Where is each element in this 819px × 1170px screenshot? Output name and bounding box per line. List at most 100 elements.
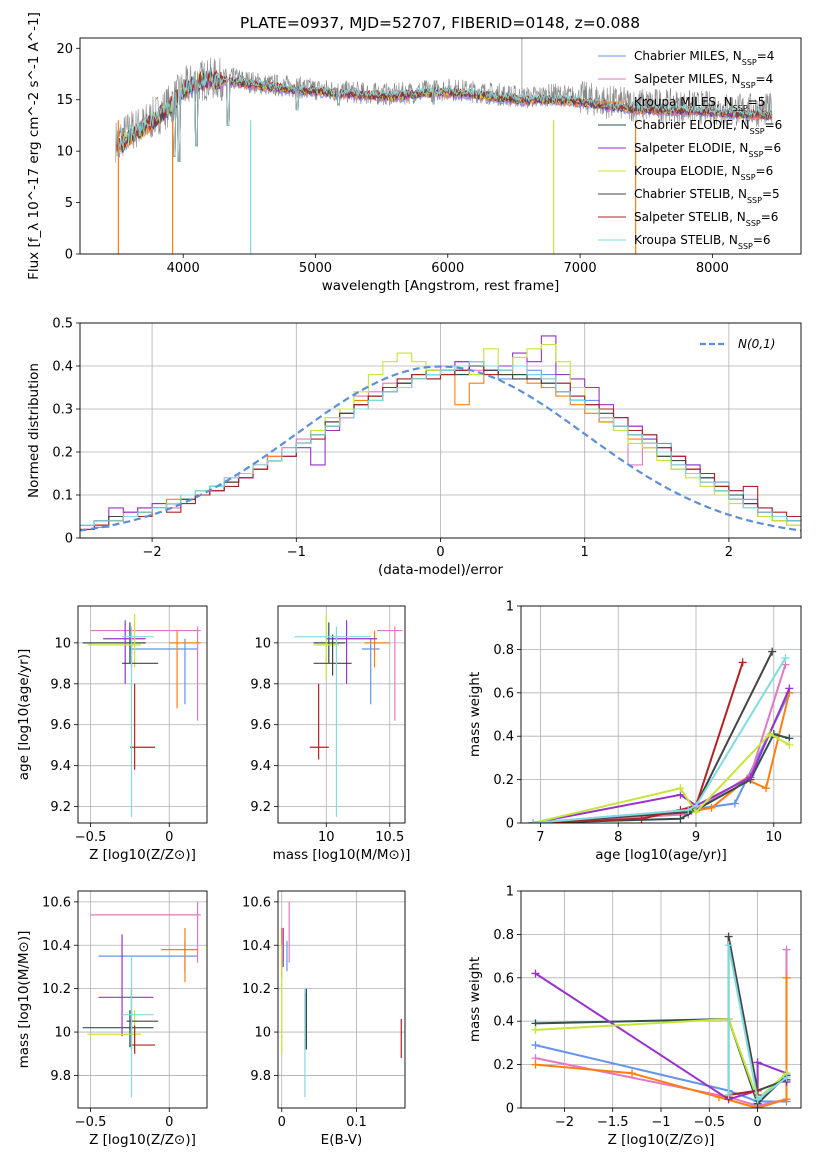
weight-marker [714,1093,723,1102]
y-tick-label: 9.4 [50,759,71,774]
x-tick-label: −0.5 [693,1115,725,1130]
x-axis-label: Z [log10(Z/Z⊙)] [89,1132,196,1148]
weight-marker [531,1041,540,1050]
panel-1: −2 −1 0 1 2 0 0.1 0.2 0.3 0.4 0.5 (data-model)/erro… [26,317,802,578]
y-tick-label: 0.6 [493,686,514,701]
axes-frame [277,890,406,1109]
x-tick-label: 7 [536,830,544,845]
plot-area [281,901,402,1098]
axes-frame [79,322,802,539]
y-tick-label: 0.2 [52,446,73,461]
panel-6: 0 0.1 9.8 10 10.2 10.4 10.6 E(B-V) [242,890,406,1148]
weight-marker [765,730,774,739]
axes-frame [77,890,208,1109]
y-tick-label: 10.2 [42,982,71,997]
legend-subscript: SSP [747,196,762,205]
weight-line-0 [532,692,791,823]
y-tick-label: 9.2 [50,800,71,815]
axes-frame [77,605,208,824]
y-tick-label: 10 [254,1026,271,1041]
y-tick-label: 10.6 [42,895,71,910]
y-tick-label: 10.6 [242,895,271,910]
legend-count: =6 [753,233,771,247]
y-tick-label: 0.3 [52,403,73,418]
x-tick-label: 8 [614,830,622,845]
panel-3: 10 10.5 9.2 9.4 9.6 9.8 10 mass [log10(M/M⊙)] [250,605,410,863]
legend-label: Chabrier MILES, NSSP=4 [634,49,774,67]
weight-marker [531,1025,540,1034]
legend-count: =6 [761,210,779,224]
x-tick-label: −0.5 [75,830,107,845]
weight-marker [628,1069,637,1078]
weight-marker [637,814,646,823]
weight-marker [676,784,685,793]
x-axis-label: Z [log10(Z/Z⊙)] [89,847,196,863]
y-tick-label: 10 [54,1026,71,1041]
plot-area [294,614,403,817]
y-tick-label: 0.1 [52,489,73,504]
y-tick-label: 5 [65,196,73,211]
legend-label: Salpeter ELODIE, NSSP=6 [634,141,781,159]
y-tick-label: 0.2 [493,773,514,788]
panel-2: −0.5 0 9.2 9.4 9.6 9.8 10 Z [log10(Z/Z⊙)] age [l… [16,605,208,863]
legend-subscript: SSP [748,150,763,159]
weight-line-4 [532,688,791,823]
plot-area [80,335,801,532]
x-tick-label: 1 [581,545,589,560]
legend-label: Kroupa MILES, NSSP=5 [634,95,765,113]
legend-subscript: SSP [746,219,761,228]
x-tick-label: 5000 [299,261,332,276]
y-tick-label: 0.4 [493,730,514,745]
legend-subscript: SSP [750,127,765,136]
y-tick-label: 0 [65,532,73,547]
legend-count: =6 [765,118,783,132]
x-tick-label: −0.5 [75,1115,107,1130]
y-tick-label: 0.8 [493,643,514,658]
y-tick-label: 0.5 [52,317,73,332]
legend-count: =5 [748,95,766,109]
weight-marker [782,1095,791,1104]
legend-label: Chabrier ELODIE, NSSP=6 [634,118,782,136]
weight-marker [724,932,733,941]
x-tick-label: 0 [165,830,173,845]
weight-marker [531,969,540,978]
data-spectrum [115,57,773,163]
weight-marker [782,973,791,982]
weight-marker [531,1060,540,1069]
weight-marker [738,658,747,667]
spectrum-title: PLATE=0937, MJD=52707, FIBERID=0148, z=0… [240,14,640,32]
y-tick-label: 15 [56,93,73,108]
plot-area [82,614,201,817]
legend-label: Chabrier STELIB, NSSP=5 [634,187,780,205]
axes-frame [277,605,406,824]
weight-marker [785,740,794,749]
weight-marker [746,773,755,782]
plot-area [115,38,773,254]
y-axis-label: mass weight [467,672,483,757]
y-axis-label: mass weight [467,957,483,1042]
plot-area [528,647,794,823]
panel-4: 7 8 9 10 0 0.2 0.4 0.6 0.8 1 age [log10(age/yr)] ma… [467,600,802,863]
x-tick-label: 9 [692,830,700,845]
weight-line-3 [532,732,790,823]
x-tick-label: 2 [725,545,733,560]
legend-subscript: SSP [738,242,753,251]
y-tick-label: 0.4 [493,1015,514,1030]
y-tick-label: 0.2 [493,1058,514,1073]
x-tick-label: −2 [555,1115,574,1130]
x-tick-label: 10.5 [375,830,404,845]
legend: Chabrier MILES, NSSP=4 Salpeter MILES, NS… [598,49,782,251]
y-tick-label: 10 [54,636,71,651]
y-tick-label: 0.4 [52,360,73,375]
y-tick-label: 9.8 [250,1069,271,1084]
x-tick-label: 4000 [167,261,200,276]
x-tick-label: −1.5 [597,1115,629,1130]
legend-subscript: SSP [742,58,757,67]
legend-count: =4 [757,49,775,63]
plot-area [82,901,201,1098]
legend-count: =6 [756,164,774,178]
legend-count: =6 [763,141,781,155]
panel-5: −0.5 0 9.8 10 10.2 10.4 10.6 Z [log10(Z/Z⊙)] mas… [16,890,208,1148]
weight-marker [528,819,537,823]
